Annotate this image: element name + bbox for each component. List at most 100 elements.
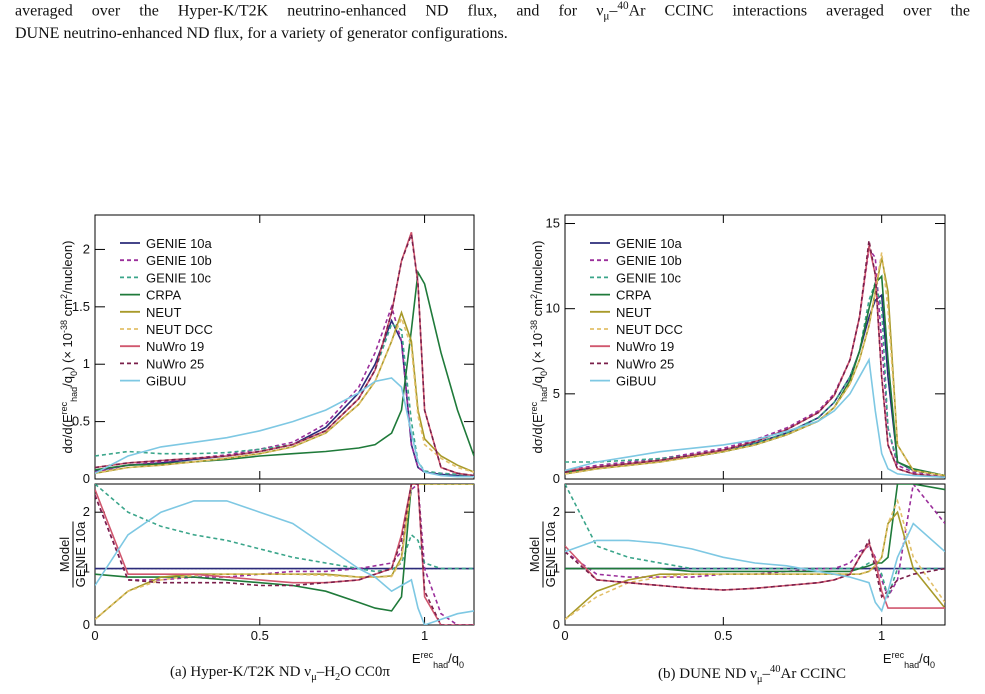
y-axis-label: GENIE 10a [543, 521, 558, 588]
plot-frame [94, 483, 475, 626]
series-line [565, 484, 945, 573]
y-tick-label: 2 [83, 241, 90, 256]
text-segment: 2 [335, 672, 341, 683]
x-tick-label: 0.5 [251, 628, 269, 643]
text-segment: E [883, 651, 892, 666]
series-line [95, 484, 474, 621]
text-segment: 2 [59, 294, 69, 299]
y-tick-label: 0 [83, 471, 90, 486]
y-tick-label: 2 [83, 504, 90, 519]
series-line [565, 280, 945, 477]
y-tick-label: 15 [546, 216, 560, 231]
text-segment: had [433, 660, 448, 670]
y-tick-label: 5 [553, 386, 560, 401]
text-segment: –H [316, 664, 336, 680]
y-tick-label: 0 [83, 617, 90, 632]
paragraph-line: averaged over the Hyper-K/T2K neutrino-e… [15, 0, 970, 23]
series-line [95, 484, 474, 612]
legend-label: CRPA [146, 288, 181, 303]
y-tick-label: 10 [546, 301, 560, 316]
text-segment: cm [530, 299, 545, 320]
text-segment: 0 [69, 371, 79, 376]
legend-label: CRPA [616, 288, 651, 303]
text-segment: μ [603, 10, 610, 23]
caption: (b) DUNE ND νμ–40Ar CCINC [552, 664, 952, 685]
series-line [95, 484, 474, 625]
legend-label: NEUT [146, 305, 181, 320]
y-axis-label: Model [57, 537, 72, 573]
text-segment: rec [59, 401, 69, 414]
y-tick-label: 2 [553, 504, 560, 519]
text-segment: /nucleon) [530, 241, 545, 294]
series-line [565, 510, 945, 620]
y-axis-label: Model [527, 537, 542, 573]
text-segment: dσ/d(E [60, 414, 75, 453]
text-segment: /nucleon) [60, 241, 75, 294]
text-segment: 0 [539, 371, 549, 376]
legend-label: GENIE 10b [146, 253, 212, 268]
series-group [565, 484, 945, 621]
text-segment: /q [919, 651, 930, 666]
text-segment: (a) Hyper-K/T2K ND ν [170, 664, 312, 680]
text-segment: had [904, 660, 919, 670]
y-tick-label: 0 [553, 471, 560, 486]
text-segment: 40 [617, 0, 629, 12]
x-axis-label: Erechad/q0 [412, 650, 464, 670]
plot-frame [94, 214, 475, 480]
text-segment: ) (× 10 [60, 333, 75, 371]
legend-label: GiBUU [616, 374, 656, 389]
text-segment: – [762, 666, 771, 682]
text-segment: rec [529, 401, 539, 414]
text-segment: -38 [59, 320, 69, 333]
y-tick-label: 1 [83, 561, 90, 576]
x-tick-label: 0 [91, 628, 98, 643]
legend-label: NEUT [616, 305, 651, 320]
x-tick-label: 1 [878, 628, 885, 643]
text-segment: – [609, 2, 618, 20]
y-tick-label: 1 [553, 561, 560, 576]
text-segment: Ar CCINC [780, 666, 846, 682]
text-segment: 0 [459, 660, 464, 670]
text-segment: /q [60, 376, 75, 387]
text-segment: 40 [770, 664, 781, 675]
series-line [95, 484, 474, 625]
plot-frame [564, 214, 946, 480]
series-line [95, 234, 474, 477]
legend-label: GiBUU [146, 374, 186, 389]
text-segment: O CC0π [340, 664, 390, 680]
text-segment: ) (× 10 [530, 333, 545, 371]
text-segment: DUNE neutrino-enhanced ND flux, for a va… [15, 25, 508, 42]
text-segment: had [539, 387, 549, 402]
text-segment: μ [311, 672, 317, 683]
text-segment: /q [448, 651, 459, 666]
legend-label: NEUT DCC [616, 322, 683, 337]
legend-label: NEUT DCC [146, 322, 213, 337]
legend-label: GENIE 10b [616, 253, 682, 268]
series-line [565, 484, 945, 600]
text-segment: rec [892, 650, 905, 660]
series-group [95, 484, 474, 625]
plot-frame [564, 483, 946, 626]
legend-label: NuWro 25 [616, 356, 674, 371]
series-group [95, 231, 474, 478]
text-segment: rec [421, 650, 434, 660]
y-axis-label: dσ/d(Erechad/q0) (× 10-38 cm2/nucleon) [529, 241, 549, 454]
series-line [565, 252, 945, 477]
y-axis-label: dσ/d(Erechad/q0) (× 10-38 cm2/nucleon) [59, 241, 79, 454]
series-line [95, 484, 474, 573]
x-axis-label: Erechad/q0 [883, 650, 935, 670]
paragraph-line: DUNE neutrino-enhanced ND flux, for a va… [15, 25, 970, 43]
text-segment: /q [530, 376, 545, 387]
x-tick-label: 0.5 [714, 628, 732, 643]
y-tick-label: 0.5 [72, 414, 90, 429]
text-segment: had [69, 387, 79, 402]
x-tick-label: 1 [421, 628, 428, 643]
y-axis-label: GENIE 10a [73, 521, 88, 588]
series-group [565, 240, 945, 479]
y-tick-label: 1.5 [72, 299, 90, 314]
text-segment: dσ/d(E [530, 414, 545, 453]
y-tick-label: 0 [553, 617, 560, 632]
series-line [95, 377, 474, 478]
legend-label: GENIE 10c [146, 270, 212, 285]
